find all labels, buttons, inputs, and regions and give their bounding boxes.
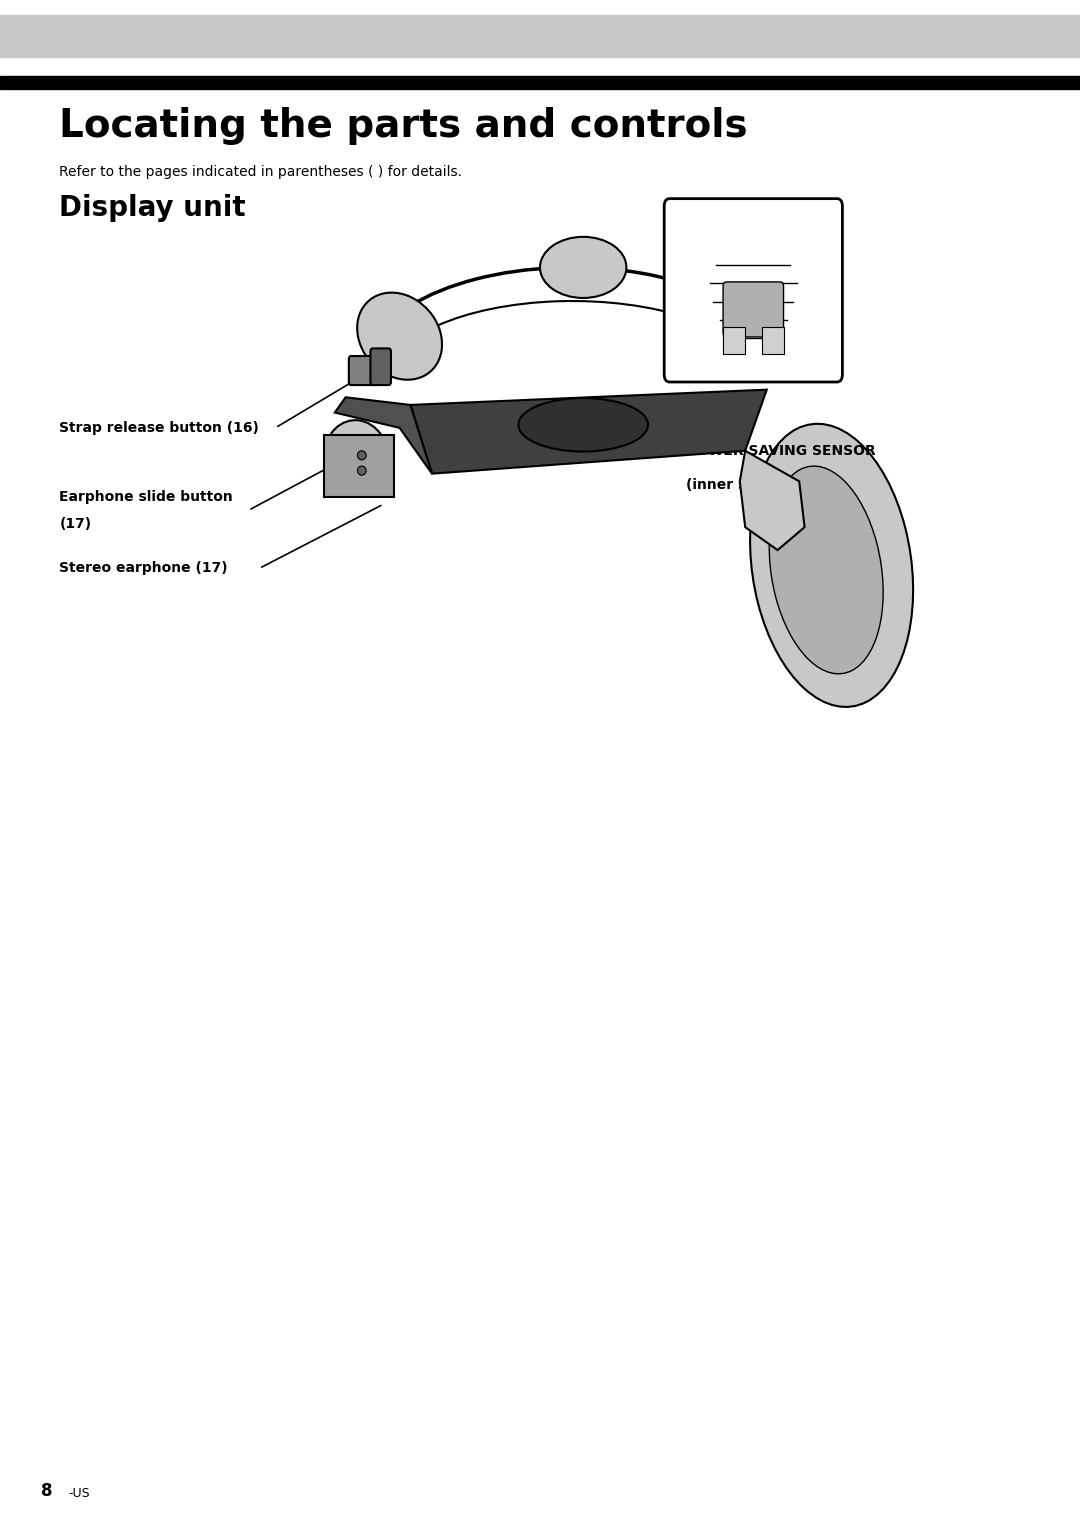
Ellipse shape — [706, 283, 784, 365]
Text: Earphone slide button: Earphone slide button — [59, 489, 233, 504]
Text: 8: 8 — [41, 1482, 53, 1500]
Polygon shape — [740, 451, 805, 550]
FancyBboxPatch shape — [738, 344, 766, 377]
Text: Stereo earphone (17): Stereo earphone (17) — [59, 561, 228, 576]
Text: (inner side) (23, 25): (inner side) (23, 25) — [686, 478, 843, 492]
Ellipse shape — [540, 237, 626, 298]
Ellipse shape — [324, 420, 389, 497]
Bar — [0, 76, 1080, 89]
Bar — [0, 15, 1080, 57]
Ellipse shape — [518, 397, 648, 452]
Text: (17): (17) — [59, 516, 92, 532]
Text: Refer to the pages indicated in parentheses ( ) for details.: Refer to the pages indicated in parenthe… — [59, 165, 462, 179]
Ellipse shape — [357, 292, 442, 380]
Bar — [762, 327, 784, 354]
FancyBboxPatch shape — [370, 348, 391, 385]
Text: Locating the parts and controls: Locating the parts and controls — [59, 107, 748, 145]
Text: Display unit: Display unit — [59, 194, 246, 222]
Ellipse shape — [769, 466, 883, 674]
Ellipse shape — [357, 451, 366, 460]
Ellipse shape — [751, 423, 913, 707]
Bar — [724, 327, 745, 354]
Bar — [324, 435, 394, 497]
FancyBboxPatch shape — [664, 199, 842, 382]
FancyBboxPatch shape — [349, 356, 380, 385]
Ellipse shape — [357, 466, 366, 475]
Text: Strap release button (16): Strap release button (16) — [59, 420, 259, 435]
Polygon shape — [410, 390, 767, 474]
Polygon shape — [335, 397, 432, 474]
Text: -US: -US — [68, 1487, 90, 1500]
Text: POWER SAVING SENSOR: POWER SAVING SENSOR — [686, 445, 876, 458]
FancyBboxPatch shape — [724, 283, 784, 338]
